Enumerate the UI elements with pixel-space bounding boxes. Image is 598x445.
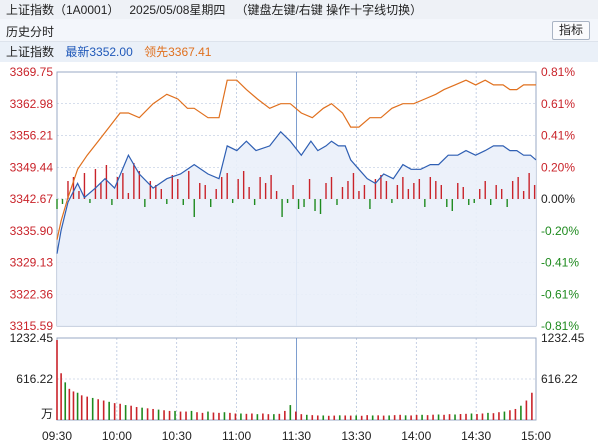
info-bar: 上证指数 最新3352.00 领先3367.41 <box>0 42 598 62</box>
price-axis-label: 3362.98 <box>10 97 54 111</box>
price-axis-label: 3315.59 <box>10 319 54 333</box>
percent-axis-label: 0.61% <box>541 97 575 111</box>
time-axis-label: 15:00 <box>521 429 551 443</box>
price-area <box>57 131 536 326</box>
price-axis-label: 3322.36 <box>10 287 54 301</box>
leading-line <box>56 79 536 240</box>
volume-axis-label-left: 万 <box>41 407 53 421</box>
ratio-bars <box>56 163 536 217</box>
time-axis-label: 10:30 <box>162 429 192 443</box>
time-axis-label: 13:30 <box>341 429 371 443</box>
time-axis-label: 11:30 <box>282 429 311 443</box>
percent-axis-label: 0.00% <box>541 192 575 206</box>
keyboard-hint: （键盘左键/右键 操作十字线切换） <box>235 3 423 17</box>
toolbar: 历史分时 指标 <box>0 19 598 42</box>
price-axis-label: 3369.75 <box>10 65 54 79</box>
price-axis-label: 3335.90 <box>10 224 54 238</box>
index-name: 上证指数（1A0001） <box>6 3 120 17</box>
timeshare-chart[interactable]: 3369.75 3362.98 3356.21 3349.44 3342.67 3335.… <box>0 62 598 445</box>
price-lines <box>56 79 537 254</box>
volume-bars <box>56 340 533 420</box>
percent-axis-label: -0.61% <box>541 287 579 301</box>
percent-axis-label: 0.41% <box>541 129 575 143</box>
price-axis-label: 3356.21 <box>10 129 54 143</box>
title-bar: 上证指数（1A0001） 2025/05/08星期四 （键盘左键/右键 操作十字… <box>0 0 598 19</box>
tab-history-timeshare[interactable]: 历史分时 <box>6 25 55 39</box>
price-axis-label: 3329.13 <box>10 256 54 270</box>
percent-axis-label: 0.81% <box>541 65 575 79</box>
time-axis-label: 11:00 <box>222 429 251 443</box>
percent-axis-label: -0.41% <box>541 256 579 270</box>
price-area-fill <box>57 131 536 326</box>
time-axis-label: 09:30 <box>42 429 72 443</box>
price-axis-label: 3349.44 <box>10 160 54 174</box>
volume-axis-label-left: 1232.45 <box>10 331 54 345</box>
percent-axis-label: 0.20% <box>541 160 575 174</box>
info-index-name: 上证指数 <box>6 45 55 59</box>
leading-index-label: 领先3367.41 <box>144 45 212 59</box>
price-line <box>56 130 537 254</box>
percent-axis-label: -0.81% <box>541 319 579 333</box>
axis-labels: 3369.75 3362.98 3356.21 3349.44 3342.67 3335.… <box>10 65 585 443</box>
indicator-button[interactable]: 指标 <box>552 21 590 40</box>
volume-axis-label-left: 616.22 <box>16 372 53 386</box>
percent-axis-label: -0.20% <box>541 224 579 238</box>
volume-axis-label-right: 1232.45 <box>541 331 585 345</box>
time-axis-label: 10:00 <box>102 429 132 443</box>
chart-date: 2025/05/08星期四 <box>129 3 226 17</box>
price-axis-label: 3342.67 <box>10 192 54 206</box>
time-axis-label: 14:00 <box>401 429 431 443</box>
latest-price-label: 最新3352.00 <box>65 45 133 59</box>
time-axis-label: 14:30 <box>461 429 491 443</box>
volume-axis-label-right: 616.22 <box>541 372 578 386</box>
